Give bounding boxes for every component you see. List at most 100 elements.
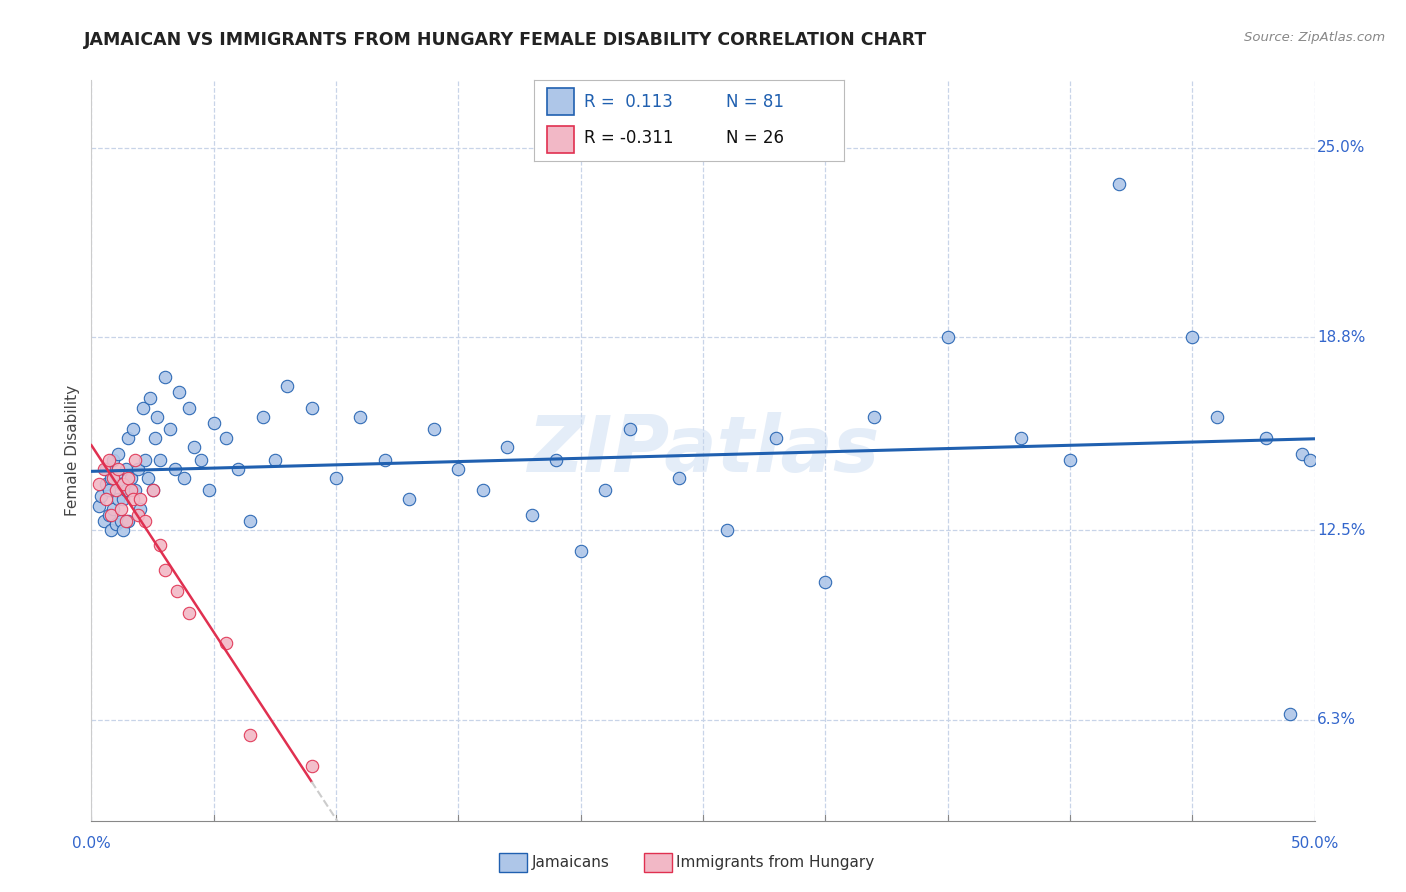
FancyBboxPatch shape xyxy=(547,126,575,153)
Point xyxy=(423,422,446,436)
Point xyxy=(1010,431,1032,445)
Text: Immigrants from Hungary: Immigrants from Hungary xyxy=(676,855,875,870)
Point xyxy=(103,501,125,516)
Point xyxy=(97,452,120,467)
Point xyxy=(179,606,201,620)
Text: R = -0.311: R = -0.311 xyxy=(583,129,673,147)
Point xyxy=(765,431,787,445)
Point xyxy=(1279,706,1302,721)
Point xyxy=(153,563,176,577)
Point xyxy=(1291,446,1313,460)
Point xyxy=(132,401,155,415)
Text: Jamaicans: Jamaicans xyxy=(531,855,609,870)
Point xyxy=(1181,330,1204,344)
Point xyxy=(1205,409,1227,424)
Point xyxy=(114,514,136,528)
Point xyxy=(120,471,142,485)
Point xyxy=(141,483,163,498)
Point xyxy=(127,508,149,522)
FancyBboxPatch shape xyxy=(547,88,575,115)
Point xyxy=(94,462,117,476)
Point xyxy=(107,492,129,507)
Point xyxy=(716,523,738,537)
Point xyxy=(163,462,186,476)
Point xyxy=(136,471,159,485)
Point xyxy=(276,379,298,393)
Point xyxy=(239,728,262,742)
Point xyxy=(325,471,347,485)
Point xyxy=(117,471,139,485)
Point xyxy=(301,758,323,772)
Point xyxy=(124,452,146,467)
Point xyxy=(124,483,146,498)
Point xyxy=(190,452,212,467)
Point xyxy=(814,574,837,589)
Point xyxy=(110,514,132,528)
Point xyxy=(100,471,122,485)
Point xyxy=(97,508,120,522)
Point xyxy=(546,452,568,467)
Point xyxy=(93,514,115,528)
Point xyxy=(301,401,323,415)
Point xyxy=(114,483,136,498)
Text: N = 26: N = 26 xyxy=(725,129,785,147)
Point xyxy=(117,431,139,445)
Point xyxy=(398,492,420,507)
Point xyxy=(122,492,145,507)
Point xyxy=(93,462,115,476)
Point xyxy=(100,508,122,522)
Point xyxy=(264,452,287,467)
Point xyxy=(129,492,152,507)
Point xyxy=(110,501,132,516)
Point xyxy=(112,492,135,507)
Point xyxy=(129,501,152,516)
Point xyxy=(173,471,195,485)
Point xyxy=(252,409,274,424)
Point xyxy=(520,508,543,522)
Point xyxy=(112,523,135,537)
Point xyxy=(104,467,127,482)
Text: 0.0%: 0.0% xyxy=(72,836,111,851)
Point xyxy=(619,422,641,436)
Point xyxy=(447,462,470,476)
Text: R =  0.113: R = 0.113 xyxy=(583,93,672,111)
Point xyxy=(1299,452,1322,467)
Point xyxy=(149,452,172,467)
Point xyxy=(202,416,225,430)
Point xyxy=(226,462,249,476)
Point xyxy=(139,392,162,406)
Point xyxy=(134,452,156,467)
Point xyxy=(668,471,690,485)
Text: ZIPatlas: ZIPatlas xyxy=(527,412,879,489)
Point xyxy=(87,499,110,513)
Point xyxy=(90,489,112,503)
Point xyxy=(159,422,181,436)
Point xyxy=(569,544,592,558)
Point xyxy=(117,514,139,528)
Point xyxy=(110,477,132,491)
Text: N = 81: N = 81 xyxy=(725,93,785,111)
Point xyxy=(153,370,176,384)
Point xyxy=(87,477,110,491)
Text: 50.0%: 50.0% xyxy=(1291,836,1339,851)
Point xyxy=(94,492,117,507)
Point xyxy=(103,471,125,485)
Point xyxy=(183,441,205,455)
Point xyxy=(593,483,616,498)
Point xyxy=(112,477,135,491)
Point xyxy=(936,330,959,344)
Text: JAMAICAN VS IMMIGRANTS FROM HUNGARY FEMALE DISABILITY CORRELATION CHART: JAMAICAN VS IMMIGRANTS FROM HUNGARY FEMA… xyxy=(84,31,928,49)
Point xyxy=(141,483,163,498)
Point xyxy=(120,483,142,498)
Text: 25.0%: 25.0% xyxy=(1317,140,1365,155)
Point xyxy=(143,431,166,445)
Point xyxy=(1059,452,1081,467)
Point xyxy=(122,422,145,436)
Point xyxy=(127,462,149,476)
Point xyxy=(863,409,886,424)
Point xyxy=(1108,178,1130,192)
Point xyxy=(114,462,136,476)
Point xyxy=(471,483,494,498)
Point xyxy=(94,477,117,491)
Point xyxy=(146,409,169,424)
